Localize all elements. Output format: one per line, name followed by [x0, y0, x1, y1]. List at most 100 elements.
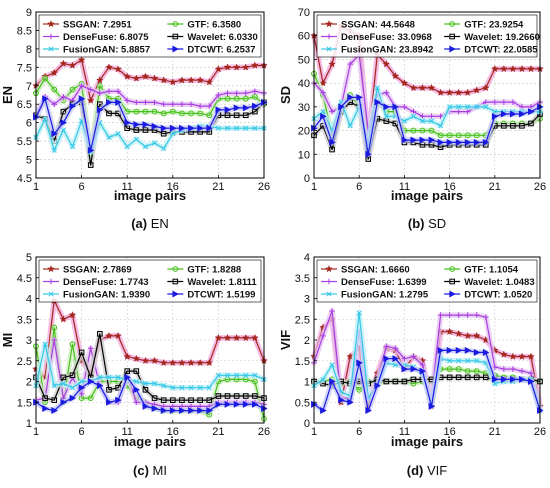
data-point — [60, 108, 67, 115]
data-point — [105, 331, 113, 340]
data-point — [179, 101, 185, 108]
data-point — [142, 127, 149, 133]
data-point — [319, 79, 327, 87]
data-point — [133, 399, 140, 406]
data-point — [106, 387, 112, 393]
data-point — [42, 395, 48, 401]
y-tick-label: 6.5 — [17, 99, 32, 111]
data-point — [42, 404, 49, 412]
x-tick-label: 21 — [489, 426, 501, 438]
data-point — [427, 83, 436, 92]
data-point — [401, 365, 409, 373]
data-point — [224, 400, 232, 408]
data-point — [133, 108, 140, 115]
legend: SSGAN: 7.2951 GTF: 6.3580 DenseFuse: 6.807… — [38, 14, 262, 58]
legend-marker — [449, 45, 456, 53]
y-tick-label: 2 — [304, 335, 310, 347]
data-point — [329, 308, 335, 314]
data-point — [383, 343, 390, 350]
data-point — [224, 372, 231, 378]
x-axis-label: image pairs — [391, 434, 463, 449]
data-point — [159, 358, 168, 367]
data-point — [252, 108, 258, 115]
data-point — [464, 312, 471, 318]
data-point — [169, 124, 177, 132]
data-point — [87, 345, 94, 352]
data-point — [392, 378, 399, 385]
data-point — [51, 407, 58, 415]
data-point — [242, 112, 249, 119]
data-point — [401, 136, 409, 144]
data-point — [197, 397, 203, 403]
data-point — [410, 108, 417, 115]
data-point — [356, 359, 363, 367]
data-point — [437, 132, 444, 139]
data-point — [383, 378, 390, 385]
data-point — [463, 331, 472, 340]
x-tick-label: 21 — [212, 181, 224, 193]
x-tick-label: 11 — [399, 181, 410, 193]
data-point — [197, 124, 204, 132]
data-point — [500, 110, 508, 118]
data-point — [169, 407, 177, 415]
y-tick-label: 10 — [298, 149, 310, 161]
data-point — [473, 374, 480, 381]
data-point — [446, 132, 453, 139]
data-point — [374, 382, 381, 390]
y-tick-label: 7.5 — [17, 62, 32, 74]
data-point — [51, 147, 57, 153]
data-point — [250, 61, 259, 69]
legend-entry: DTCWT: 6.2537 — [187, 45, 255, 56]
data-point — [242, 400, 250, 408]
data-point — [409, 83, 418, 92]
data-point — [464, 108, 471, 115]
x-axis-label: image pairs — [114, 188, 186, 203]
data-point — [86, 96, 95, 104]
y-tick-label: 50 — [298, 54, 310, 66]
y-tick-label: 5 — [26, 252, 32, 264]
legend-marker — [449, 21, 456, 27]
x-tick-label: 16 — [443, 181, 455, 193]
legend-entry: FusionGAN: 1.9390 — [63, 290, 150, 301]
data-point — [132, 354, 141, 363]
legend-entry: SSGAN: 44.5648 — [341, 20, 415, 31]
x-tick-label: 16 — [167, 181, 179, 193]
y-tick-label: 3.5 — [17, 314, 32, 326]
y-tick-label: 9 — [26, 7, 32, 19]
data-point — [473, 138, 481, 146]
data-point — [473, 132, 480, 139]
data-point — [68, 61, 77, 69]
data-point — [215, 372, 221, 378]
y-tick-label: 0 — [304, 418, 310, 430]
data-point — [87, 377, 95, 386]
caption-text: SD — [428, 216, 446, 231]
data-point — [214, 65, 223, 73]
data-point — [474, 358, 480, 364]
y-tick-label: 2 — [26, 377, 32, 389]
data-point — [233, 400, 241, 408]
series-line — [35, 118, 264, 153]
data-point — [383, 113, 389, 119]
data-point — [60, 94, 67, 100]
data-point — [401, 118, 407, 124]
data-point — [528, 377, 535, 386]
data-point — [410, 376, 417, 383]
data-point — [473, 348, 481, 356]
x-tick-label: 21 — [489, 181, 501, 193]
data-point — [224, 90, 231, 96]
data-point — [234, 125, 240, 131]
data-point — [464, 138, 472, 146]
data-point — [455, 132, 462, 139]
data-point — [510, 123, 516, 129]
data-point — [519, 110, 526, 118]
data-point — [170, 397, 176, 403]
y-tick-label: 0.5 — [295, 397, 310, 409]
x-tick-label: 26 — [258, 181, 270, 193]
data-point — [501, 99, 507, 105]
data-point — [464, 132, 471, 139]
legend-box — [38, 14, 262, 58]
x-tick-label: 11 — [121, 181, 132, 193]
y-tick-label: 4.5 — [17, 173, 32, 185]
data-point — [215, 106, 223, 114]
data-point — [383, 89, 390, 96]
